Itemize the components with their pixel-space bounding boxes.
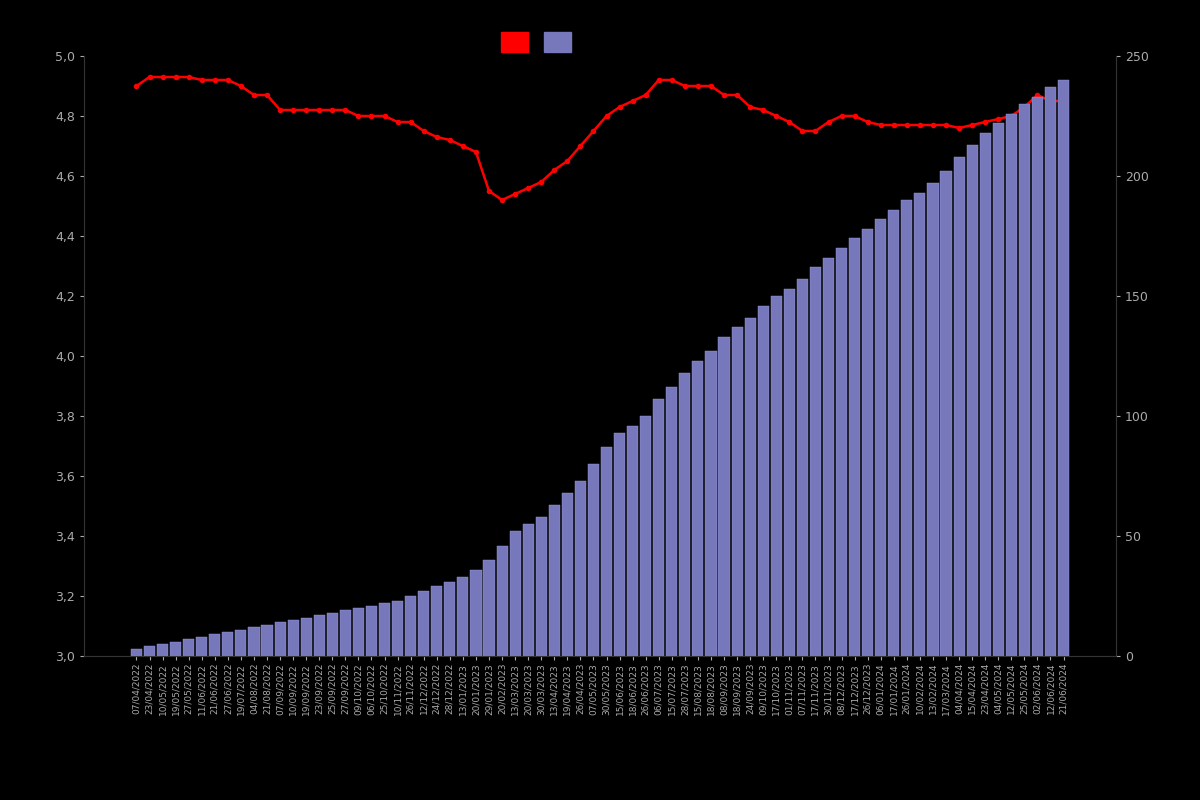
Bar: [548, 505, 560, 656]
Bar: [757, 306, 769, 656]
Bar: [510, 531, 521, 656]
Bar: [836, 248, 847, 656]
Bar: [850, 238, 860, 656]
Bar: [379, 603, 390, 656]
Bar: [523, 524, 534, 656]
Bar: [823, 258, 834, 656]
Bar: [131, 649, 142, 656]
Bar: [770, 296, 782, 656]
Bar: [313, 615, 325, 656]
Bar: [392, 601, 403, 656]
Bar: [484, 560, 494, 656]
Bar: [184, 639, 194, 656]
Bar: [562, 493, 572, 656]
Bar: [262, 625, 272, 656]
Bar: [784, 289, 794, 656]
Bar: [1019, 104, 1030, 656]
Bar: [679, 373, 690, 656]
Bar: [470, 570, 481, 656]
Bar: [614, 433, 625, 656]
Bar: [706, 351, 716, 656]
Bar: [1032, 97, 1043, 656]
Bar: [875, 219, 887, 656]
Bar: [431, 586, 443, 656]
Bar: [366, 606, 377, 656]
Bar: [235, 630, 246, 656]
Bar: [862, 229, 874, 656]
Bar: [196, 637, 208, 656]
Bar: [954, 157, 965, 656]
Bar: [418, 591, 430, 656]
Bar: [222, 632, 234, 656]
Bar: [719, 337, 730, 656]
Bar: [1006, 114, 1016, 656]
Bar: [666, 387, 677, 656]
Bar: [1058, 80, 1069, 656]
Bar: [628, 426, 638, 656]
Bar: [248, 627, 259, 656]
Bar: [797, 279, 808, 656]
Bar: [941, 171, 952, 656]
Legend: , : ,: [496, 27, 581, 58]
Bar: [1045, 87, 1056, 656]
Bar: [640, 416, 652, 656]
Bar: [979, 133, 991, 656]
Bar: [601, 447, 612, 656]
Bar: [588, 464, 599, 656]
Bar: [170, 642, 181, 656]
Bar: [444, 582, 455, 656]
Bar: [901, 200, 912, 656]
Bar: [888, 210, 899, 656]
Bar: [301, 618, 312, 656]
Bar: [692, 361, 703, 656]
Bar: [288, 620, 299, 656]
Bar: [992, 123, 1004, 656]
Bar: [497, 546, 508, 656]
Bar: [745, 318, 756, 656]
Bar: [653, 399, 665, 656]
Bar: [457, 577, 468, 656]
Bar: [157, 644, 168, 656]
Bar: [966, 145, 978, 656]
Bar: [575, 481, 586, 656]
Bar: [810, 267, 821, 656]
Bar: [353, 608, 364, 656]
Bar: [209, 634, 221, 656]
Bar: [275, 622, 286, 656]
Bar: [928, 183, 938, 656]
Bar: [406, 596, 416, 656]
Bar: [144, 646, 155, 656]
Bar: [340, 610, 350, 656]
Bar: [914, 193, 925, 656]
Bar: [535, 517, 547, 656]
Bar: [732, 327, 743, 656]
Bar: [326, 613, 338, 656]
